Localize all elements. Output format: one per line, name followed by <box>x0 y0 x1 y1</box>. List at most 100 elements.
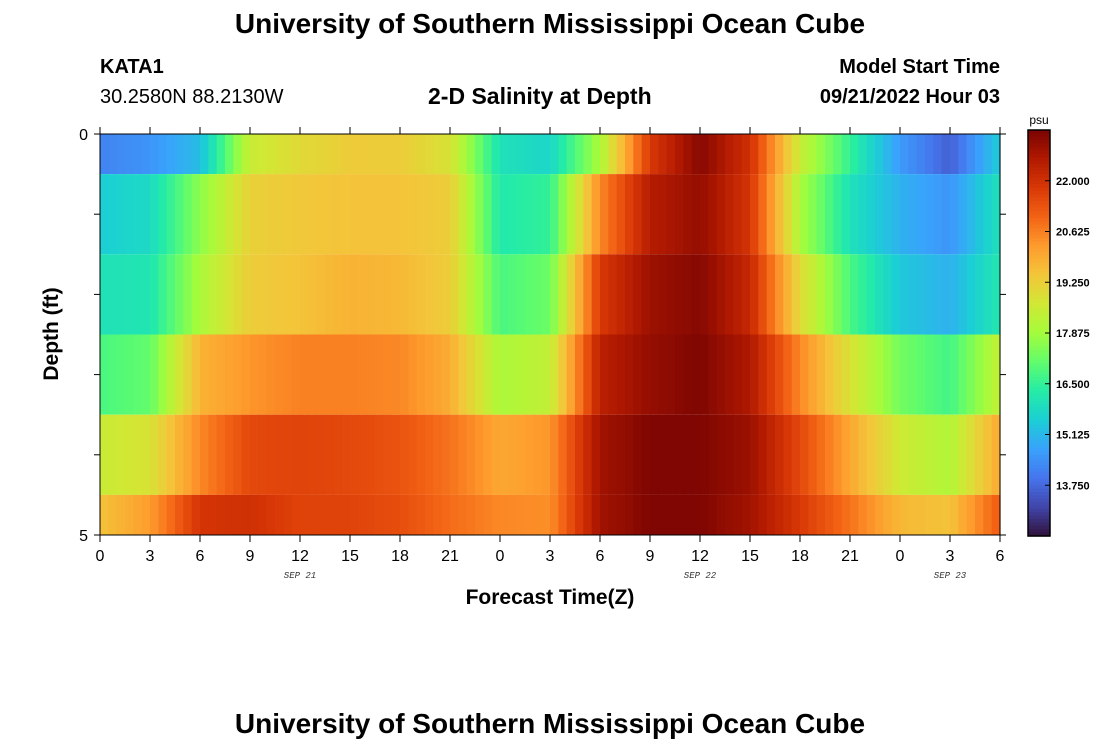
heatmap-cell <box>466 134 476 175</box>
heatmap-cell <box>891 174 901 255</box>
heatmap-cell <box>758 494 768 535</box>
heatmap-cell <box>450 134 459 175</box>
heatmap-cell <box>208 254 218 335</box>
heatmap-cell <box>250 174 259 255</box>
heatmap-cell <box>891 254 901 335</box>
heatmap-cell <box>125 494 134 535</box>
heatmap-cell <box>366 174 376 255</box>
heatmap-cell <box>925 174 934 255</box>
colorbar-segment <box>1028 150 1050 155</box>
colorbar-segment <box>1028 197 1050 202</box>
heatmap-cell <box>491 334 501 415</box>
heatmap-cell <box>458 174 468 255</box>
heatmap-cell <box>183 254 193 335</box>
colorbar-segment <box>1028 420 1050 425</box>
heatmap-cell <box>783 254 793 335</box>
colorbar-tick-label: 16.500 <box>1056 379 1090 391</box>
heatmap-cell <box>533 334 543 415</box>
heatmap-cell <box>391 414 401 495</box>
colorbar-segment <box>1028 454 1050 459</box>
heatmap-cell <box>575 414 584 495</box>
heatmap-cell <box>125 174 134 255</box>
colorbar-segment <box>1028 153 1050 158</box>
heatmap-cell <box>158 254 168 335</box>
heatmap-cell <box>458 494 468 535</box>
heatmap-cell <box>716 334 726 415</box>
heatmap-cell <box>283 334 293 415</box>
heatmap-cell <box>175 134 184 175</box>
heatmap-cell <box>725 494 734 535</box>
heatmap-cell <box>950 414 959 495</box>
heatmap-cell <box>541 174 551 255</box>
heatmap-cell <box>783 414 793 495</box>
colorbar-segment <box>1028 458 1050 463</box>
heatmap-cell <box>733 414 743 495</box>
heatmap-cell <box>216 334 226 415</box>
heatmap-cell <box>658 254 668 335</box>
heatmap-cell <box>541 494 551 535</box>
heatmap-cell <box>600 334 609 415</box>
x-tick-label: 0 <box>896 548 905 565</box>
heatmap-cell <box>441 334 451 415</box>
heatmap-cell <box>458 334 468 415</box>
heatmap-cell <box>558 174 568 255</box>
heatmap-cell <box>633 174 643 255</box>
heatmap-cell <box>225 494 234 535</box>
heatmap-cell <box>416 494 426 535</box>
heatmap-cell <box>500 414 509 495</box>
heatmap-cell <box>858 134 868 175</box>
x-tick-label: 0 <box>96 548 105 565</box>
heatmap-cell <box>358 174 368 255</box>
heatmap-cell <box>483 334 493 415</box>
heatmap-cell <box>291 254 301 335</box>
heatmap-cell <box>100 134 109 175</box>
heatmap-cell <box>816 334 826 415</box>
heatmap-cell <box>158 334 168 415</box>
heatmap-cell <box>441 494 451 535</box>
colorbar-tick-label: 15.125 <box>1056 430 1090 442</box>
colorbar-segment <box>1028 393 1050 398</box>
heatmap-cell <box>183 414 193 495</box>
heatmap-cell <box>641 334 651 415</box>
heatmap-cell <box>450 174 459 255</box>
x-tick-label: 12 <box>691 548 709 565</box>
heatmap-cell <box>858 414 868 495</box>
heatmap-cell <box>150 134 159 175</box>
heatmap-cell <box>133 134 143 175</box>
heatmap-cell <box>116 174 126 255</box>
heatmap-cell <box>258 334 268 415</box>
station-coordinates: 30.2580N 88.2130W <box>100 86 284 108</box>
colorbar-segment <box>1028 431 1050 436</box>
heatmap-cell <box>300 254 309 335</box>
heatmap-cell <box>283 414 293 495</box>
heatmap-cell <box>541 414 551 495</box>
heatmap-cell <box>900 334 909 415</box>
x-tick-label: 12 <box>291 548 309 565</box>
heatmap-cell <box>408 414 418 495</box>
heatmap-cell <box>391 254 401 335</box>
heatmap-cell <box>175 494 184 535</box>
colorbar-segment <box>1028 316 1050 321</box>
heatmap-cell <box>133 334 143 415</box>
heatmap-cell <box>616 254 626 335</box>
heatmap-cell <box>708 494 718 535</box>
heatmap-cell <box>425 334 434 415</box>
heatmap-cell <box>141 414 151 495</box>
colorbar-segment <box>1028 464 1050 469</box>
heatmap-cell <box>350 134 359 175</box>
heatmap-cell <box>716 254 726 335</box>
heatmap-cell <box>958 334 968 415</box>
heatmap-cell <box>400 414 409 495</box>
heatmap-cell <box>233 494 243 535</box>
heatmap-cell <box>175 414 184 495</box>
heatmap-cell <box>258 134 268 175</box>
heatmap-cell <box>816 414 826 495</box>
heatmap-cell <box>350 334 359 415</box>
heatmap-cell <box>766 334 776 415</box>
heatmap-cell <box>750 414 759 495</box>
colorbar-segment <box>1028 207 1050 212</box>
heatmap-cell <box>175 254 184 335</box>
heatmap-cell <box>291 134 301 175</box>
heatmap-cell <box>241 494 251 535</box>
colorbar-segment <box>1028 261 1050 266</box>
